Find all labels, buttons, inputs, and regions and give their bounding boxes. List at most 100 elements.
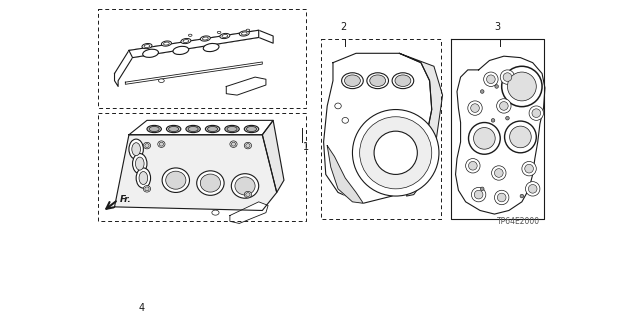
Circle shape <box>508 72 536 101</box>
Ellipse shape <box>230 141 237 147</box>
Circle shape <box>500 70 515 84</box>
Text: 3: 3 <box>495 22 500 32</box>
Polygon shape <box>129 120 273 135</box>
Ellipse shape <box>144 45 150 48</box>
Circle shape <box>525 182 540 196</box>
Ellipse shape <box>395 75 411 86</box>
Text: 2: 2 <box>340 22 346 32</box>
Polygon shape <box>129 30 259 58</box>
Ellipse shape <box>217 31 221 33</box>
Ellipse shape <box>492 119 495 122</box>
Ellipse shape <box>227 126 237 131</box>
Polygon shape <box>399 53 443 196</box>
Circle shape <box>522 161 536 176</box>
Ellipse shape <box>235 177 255 195</box>
Ellipse shape <box>202 37 208 40</box>
Ellipse shape <box>143 49 159 57</box>
Circle shape <box>529 106 543 120</box>
Ellipse shape <box>159 79 164 83</box>
Ellipse shape <box>520 194 524 198</box>
Circle shape <box>474 190 483 199</box>
Ellipse shape <box>225 125 239 133</box>
Ellipse shape <box>142 43 152 49</box>
Ellipse shape <box>244 142 252 149</box>
Ellipse shape <box>246 29 250 31</box>
Circle shape <box>509 126 531 148</box>
Ellipse shape <box>344 75 360 86</box>
Ellipse shape <box>231 174 259 198</box>
Circle shape <box>468 122 500 154</box>
Ellipse shape <box>183 40 189 42</box>
Ellipse shape <box>181 39 191 44</box>
Ellipse shape <box>246 126 257 131</box>
Ellipse shape <box>481 187 484 191</box>
Circle shape <box>472 187 486 202</box>
Circle shape <box>468 101 482 115</box>
Circle shape <box>466 159 480 173</box>
Ellipse shape <box>162 168 189 192</box>
Ellipse shape <box>342 117 348 123</box>
Ellipse shape <box>370 75 386 86</box>
Ellipse shape <box>200 36 211 41</box>
Circle shape <box>503 73 512 81</box>
Polygon shape <box>227 77 266 95</box>
Ellipse shape <box>164 42 170 45</box>
Ellipse shape <box>186 125 200 133</box>
Circle shape <box>497 193 506 202</box>
Ellipse shape <box>161 41 172 46</box>
Polygon shape <box>230 202 268 223</box>
Circle shape <box>486 75 495 84</box>
Ellipse shape <box>392 73 413 89</box>
Circle shape <box>495 190 509 205</box>
Circle shape <box>504 121 536 153</box>
Circle shape <box>360 117 432 189</box>
Ellipse shape <box>143 142 150 149</box>
Text: 4: 4 <box>138 303 144 313</box>
Circle shape <box>353 109 439 196</box>
Ellipse shape <box>222 34 228 37</box>
Ellipse shape <box>143 186 150 192</box>
Ellipse shape <box>244 191 252 198</box>
Circle shape <box>374 131 417 174</box>
Ellipse shape <box>129 139 143 159</box>
Ellipse shape <box>159 142 164 146</box>
Ellipse shape <box>220 33 230 39</box>
Polygon shape <box>262 120 284 192</box>
Ellipse shape <box>196 171 224 195</box>
Ellipse shape <box>145 187 149 191</box>
Circle shape <box>500 102 508 110</box>
Circle shape <box>495 169 503 177</box>
Ellipse shape <box>188 126 198 131</box>
Circle shape <box>468 161 477 170</box>
Ellipse shape <box>147 125 161 133</box>
Polygon shape <box>327 145 364 203</box>
Ellipse shape <box>367 73 388 89</box>
Ellipse shape <box>246 144 250 148</box>
Ellipse shape <box>132 153 147 174</box>
Circle shape <box>497 99 511 113</box>
Circle shape <box>474 128 495 149</box>
Circle shape <box>529 184 537 193</box>
Ellipse shape <box>246 193 250 197</box>
Circle shape <box>470 104 479 112</box>
Ellipse shape <box>207 126 218 131</box>
Polygon shape <box>115 135 276 211</box>
Ellipse shape <box>335 103 341 109</box>
Ellipse shape <box>132 143 140 156</box>
Ellipse shape <box>241 32 247 35</box>
Text: TP64E2000: TP64E2000 <box>497 217 540 226</box>
Ellipse shape <box>212 210 219 215</box>
Circle shape <box>525 164 533 173</box>
Ellipse shape <box>166 171 186 189</box>
Ellipse shape <box>204 43 219 52</box>
Ellipse shape <box>158 141 165 147</box>
Ellipse shape <box>495 85 499 88</box>
Ellipse shape <box>244 125 259 133</box>
Ellipse shape <box>139 172 148 184</box>
Polygon shape <box>456 56 545 214</box>
Circle shape <box>492 166 506 180</box>
Ellipse shape <box>168 126 179 131</box>
Circle shape <box>484 72 498 86</box>
Text: Fr.: Fr. <box>120 195 131 204</box>
Ellipse shape <box>205 125 220 133</box>
